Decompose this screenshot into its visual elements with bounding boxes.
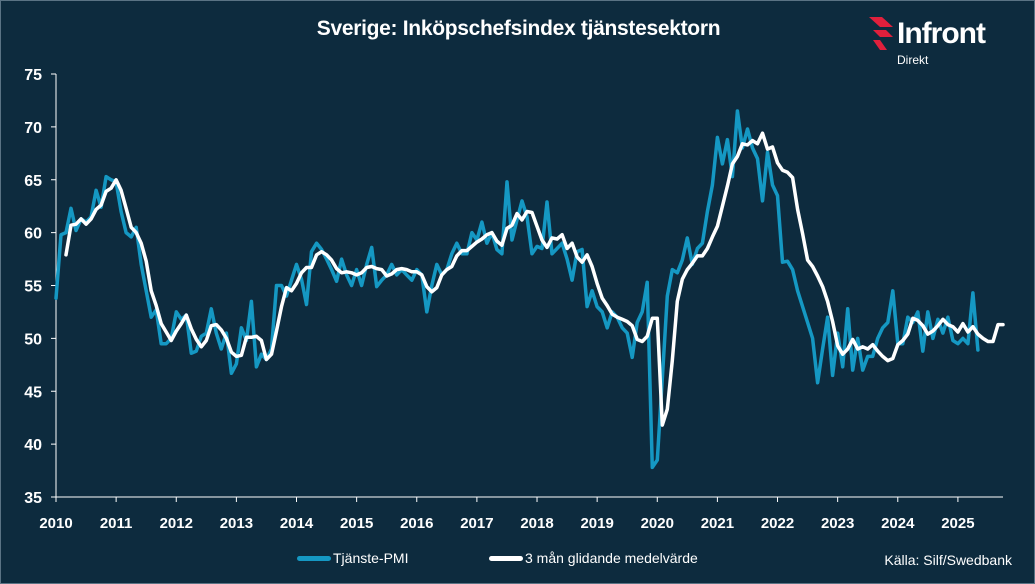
y-axis: 35 40 45 50 55 60 65 70 75 [24, 67, 57, 507]
series-line-pmi [54, 109, 980, 470]
y-tick-label: 70 [24, 120, 42, 137]
x-tick-label: 2012 [160, 515, 193, 532]
x-tick-label: 2023 [821, 515, 854, 532]
x-tick-label: 2024 [881, 515, 915, 532]
infront-logo-icon [869, 17, 893, 50]
source-note: Källa: Silf/Swedbank [884, 552, 1012, 568]
logo-word: Infront [897, 17, 986, 50]
x-tick-label: 2019 [580, 515, 613, 532]
legend-item-pmi: Tjänste-PMI [297, 550, 408, 566]
x-tick-label: 2017 [460, 515, 493, 532]
y-tick-label: 45 [24, 384, 42, 401]
legend-swatch-ma [489, 555, 523, 561]
x-axis: 2010 2011 2012 2013 2014 2015 2016 2017 2018 2019… [39, 496, 1003, 532]
legend-item-ma: 3 mån glidande medelvärde [489, 550, 698, 566]
legend-label-pmi: Tjänste-PMI [333, 550, 409, 566]
y-tick-label: 50 [24, 331, 42, 348]
x-tick-label: 2011 [100, 515, 133, 532]
x-tick-label: 2022 [761, 515, 794, 532]
y-tick-label: 60 [24, 226, 42, 243]
series-layer [54, 109, 1005, 470]
y-tick-label: 35 [24, 490, 42, 507]
y-tick-label: 40 [24, 437, 42, 454]
x-tick-label: 2021 [701, 515, 734, 532]
x-tick-label: 2018 [520, 515, 553, 532]
y-tick-label: 75 [24, 67, 42, 84]
series-line-moving-average [64, 131, 1005, 427]
logo-sub: Direkt [897, 53, 929, 67]
x-tick-label: 2014 [280, 515, 314, 532]
x-tick-label: 2025 [941, 515, 974, 532]
x-tick-label: 2016 [400, 515, 433, 532]
infront-logo: Infront Direkt [867, 13, 1027, 69]
legend-swatch-pmi [297, 555, 331, 561]
x-tick-label: 2010 [39, 515, 72, 532]
x-tick-label: 2015 [340, 515, 373, 532]
chart-title: Sverige: Inköpschefsindex tjänstesektorn [316, 17, 721, 40]
x-tick-label: 2013 [220, 515, 253, 532]
legend-label-ma: 3 mån glidande medelvärde [525, 550, 698, 566]
x-tick-label: 2020 [641, 515, 674, 532]
y-tick-label: 65 [24, 173, 42, 190]
y-tick-label: 55 [24, 279, 42, 296]
